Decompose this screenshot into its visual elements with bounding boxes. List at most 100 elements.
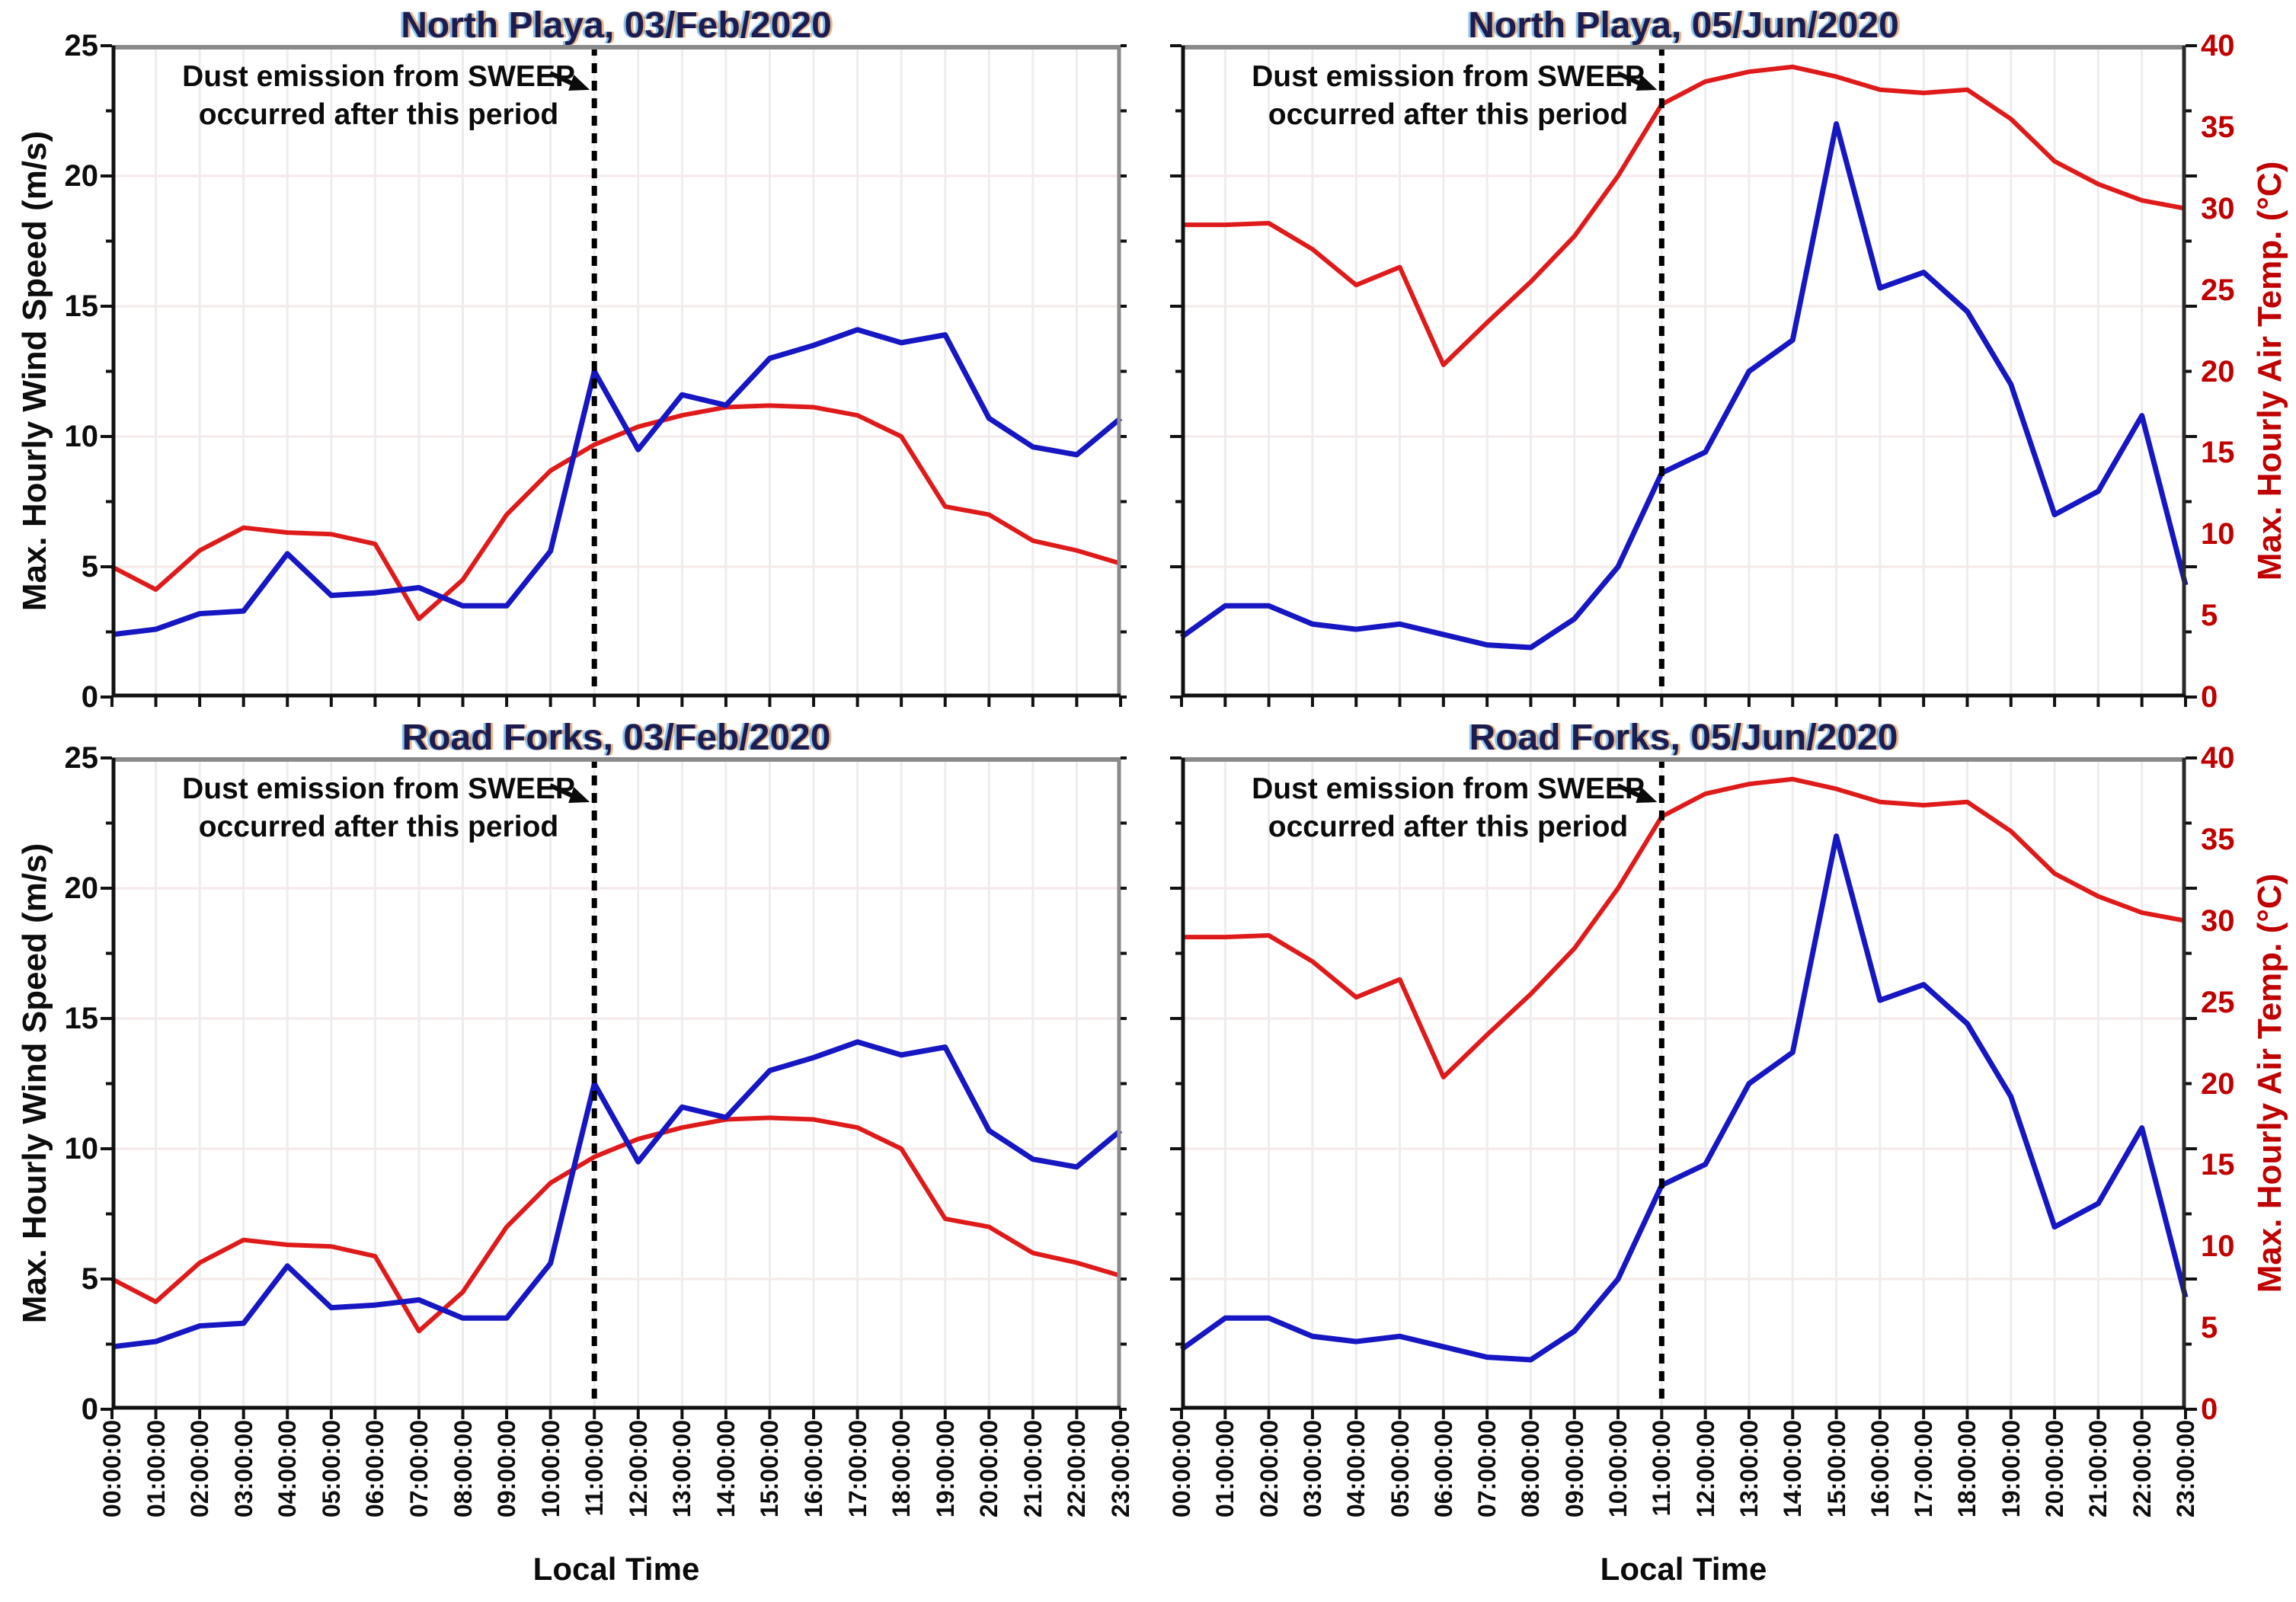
temp-line [110,403,1121,622]
y-tick-label-temp: 5 [2201,1311,2218,1345]
x-tick-label: 11:00:00 [580,1420,609,1517]
x-tick-label: 14:00:00 [1779,1420,1807,1518]
gridlines [1182,46,2186,697]
x-axis-label-left: Local Time [532,1551,700,1587]
x-tick-label: 20:00:00 [975,1420,1003,1518]
y-tick-label-temp: 30 [2201,191,2235,225]
spines [1181,45,2186,698]
x-tick-label: 02:00:00 [186,1420,214,1518]
panel-title-road-forks-feb: Road Forks, 03/Feb/2020 [401,718,831,758]
temp-line [1182,776,2186,1079]
spines [111,45,1121,698]
annotation-dust-emission: Dust emission from SWEEP occurred after … [1227,58,1669,134]
x-tick-label: 20:00:00 [2041,1420,2069,1518]
y-tick-label-wind: 5 [81,550,98,584]
y-tick-label-temp: 5 [2201,599,2218,633]
y-tick-label-wind: 15 [64,289,99,323]
y-tick-label-temp: 40 [2201,741,2235,775]
wind-line [1179,121,2189,651]
x-tick-label: 05:00:00 [317,1420,345,1518]
x-tick-label: 05:00:00 [1386,1420,1414,1518]
x-tick-label: 09:00:00 [493,1420,521,1518]
panel-title-north-playa-feb: North Playa, 03/Feb/2020 [401,5,832,46]
x-tick-label: 01:00:00 [1211,1420,1239,1518]
plot-area [101,44,1127,707]
y-tick-label-wind: 10 [64,1132,99,1166]
x-tick-label: 04:00:00 [273,1420,302,1518]
panel-title-road-forks-jun: Road Forks, 05/Jun/2020 [1469,718,1898,758]
spines [111,757,1121,1410]
panel-title-north-playa-jun: North Playa, 05/Jun/2020 [1468,5,1899,46]
plot-area [101,756,1127,1419]
x-tick-label: 23:00:00 [1107,1420,1134,1518]
x-tick-label: 13:00:00 [1735,1420,1763,1518]
plot-area [1170,44,2197,707]
panel-road-forks-feb: Dust emission from SWEEP occurred after … [101,756,1127,1419]
x-tick-label: 07:00:00 [1473,1420,1501,1518]
y-tick-label-temp: 0 [2201,680,2218,714]
x-tick-label: 13:00:00 [668,1420,696,1518]
x-tick-label: 08:00:00 [449,1420,477,1518]
annotation-line1: Dust emission from SWEEP [1252,772,1645,805]
y-tick-label-wind: 10 [64,420,99,453]
x-tick-label: 10:00:00 [1604,1420,1632,1518]
x-tick-label: 22:00:00 [1063,1420,1091,1518]
x-tick-label: 02:00:00 [1255,1420,1283,1518]
spines [1181,757,2186,1410]
x-tick-label: 11:00:00 [1648,1420,1676,1517]
y-tick-label-wind: 25 [64,29,99,62]
gridlines [112,758,1121,1409]
x-tick-label: 06:00:00 [1429,1420,1457,1518]
annotation-line1: Dust emission from SWEEP [182,772,575,805]
annotation-line1: Dust emission from SWEEP [1252,60,1645,93]
y-tick-label-wind: 5 [81,1262,98,1296]
y-tick-label-wind: 15 [64,1002,99,1035]
annotation-line2: occurred after this period [198,98,559,131]
x-tick-label: 08:00:00 [1517,1420,1545,1518]
x-tick-label: 21:00:00 [1018,1420,1047,1518]
tick-marks [1170,44,2197,707]
x-tick-label: 14:00:00 [712,1420,740,1518]
annotation-line2: occurred after this period [198,811,559,843]
y-tick-label-wind: 25 [64,741,99,775]
wind-line [1179,833,2189,1363]
x-tick-label: 22:00:00 [2128,1420,2156,1518]
panel-north-playa-jun: Dust emission from SWEEP occurred after … [1170,44,2197,707]
x-tick-label: 15:00:00 [1822,1420,1850,1518]
x-tick-label: 19:00:00 [1997,1420,2025,1518]
x-tick-label: 10:00:00 [536,1420,564,1518]
y-axis-label-wind-bottom: Max. Hourly Wind Speed (m/s) [16,843,53,1323]
annotation-line2: occurred after this period [1268,811,1629,843]
y-tick-label-temp: 10 [2201,517,2235,552]
temp-line [110,1115,1121,1334]
panel-north-playa-feb: Dust emission from SWEEP occurred after … [101,44,1127,707]
gridlines [112,46,1121,697]
x-tick-label: 03:00:00 [229,1420,257,1518]
y-tick-label-temp: 30 [2201,903,2235,938]
x-tick-label: 12:00:00 [1691,1420,1719,1518]
x-tick-label: 03:00:00 [1298,1420,1326,1518]
tick-marks [101,756,1127,1419]
y-tick-label-temp: 35 [2201,110,2235,144]
x-tick-label: 06:00:00 [361,1420,389,1518]
annotation-arrow-icon [1616,71,1658,91]
x-tick-label: 21:00:00 [2084,1420,2112,1518]
y-tick-label-temp: 25 [2201,273,2235,307]
x-tick-label: 19:00:00 [931,1420,959,1518]
wind-line [111,1039,1123,1350]
annotation-line2: occurred after this period [1268,98,1629,131]
x-tick-label: 17:00:00 [843,1420,871,1518]
x-tick-label: 23:00:00 [2172,1420,2199,1518]
annotation-arrow-icon [548,71,590,91]
y-tick-label-temp: 15 [2201,436,2235,470]
y-axis-label-wind-top: Max. Hourly Wind Speed (m/s) [16,130,53,611]
y-tick-label-temp: 35 [2201,822,2235,856]
annotation-dust-emission: Dust emission from SWEEP occurred after … [158,770,600,846]
x-tick-label: 07:00:00 [405,1420,433,1518]
tick-marks [1170,756,2197,1419]
x-tick-label: 00:00:00 [98,1420,126,1518]
tick-marks [101,44,1127,707]
temp-line [1182,64,2186,367]
y-tick-label-wind: 20 [64,159,99,193]
